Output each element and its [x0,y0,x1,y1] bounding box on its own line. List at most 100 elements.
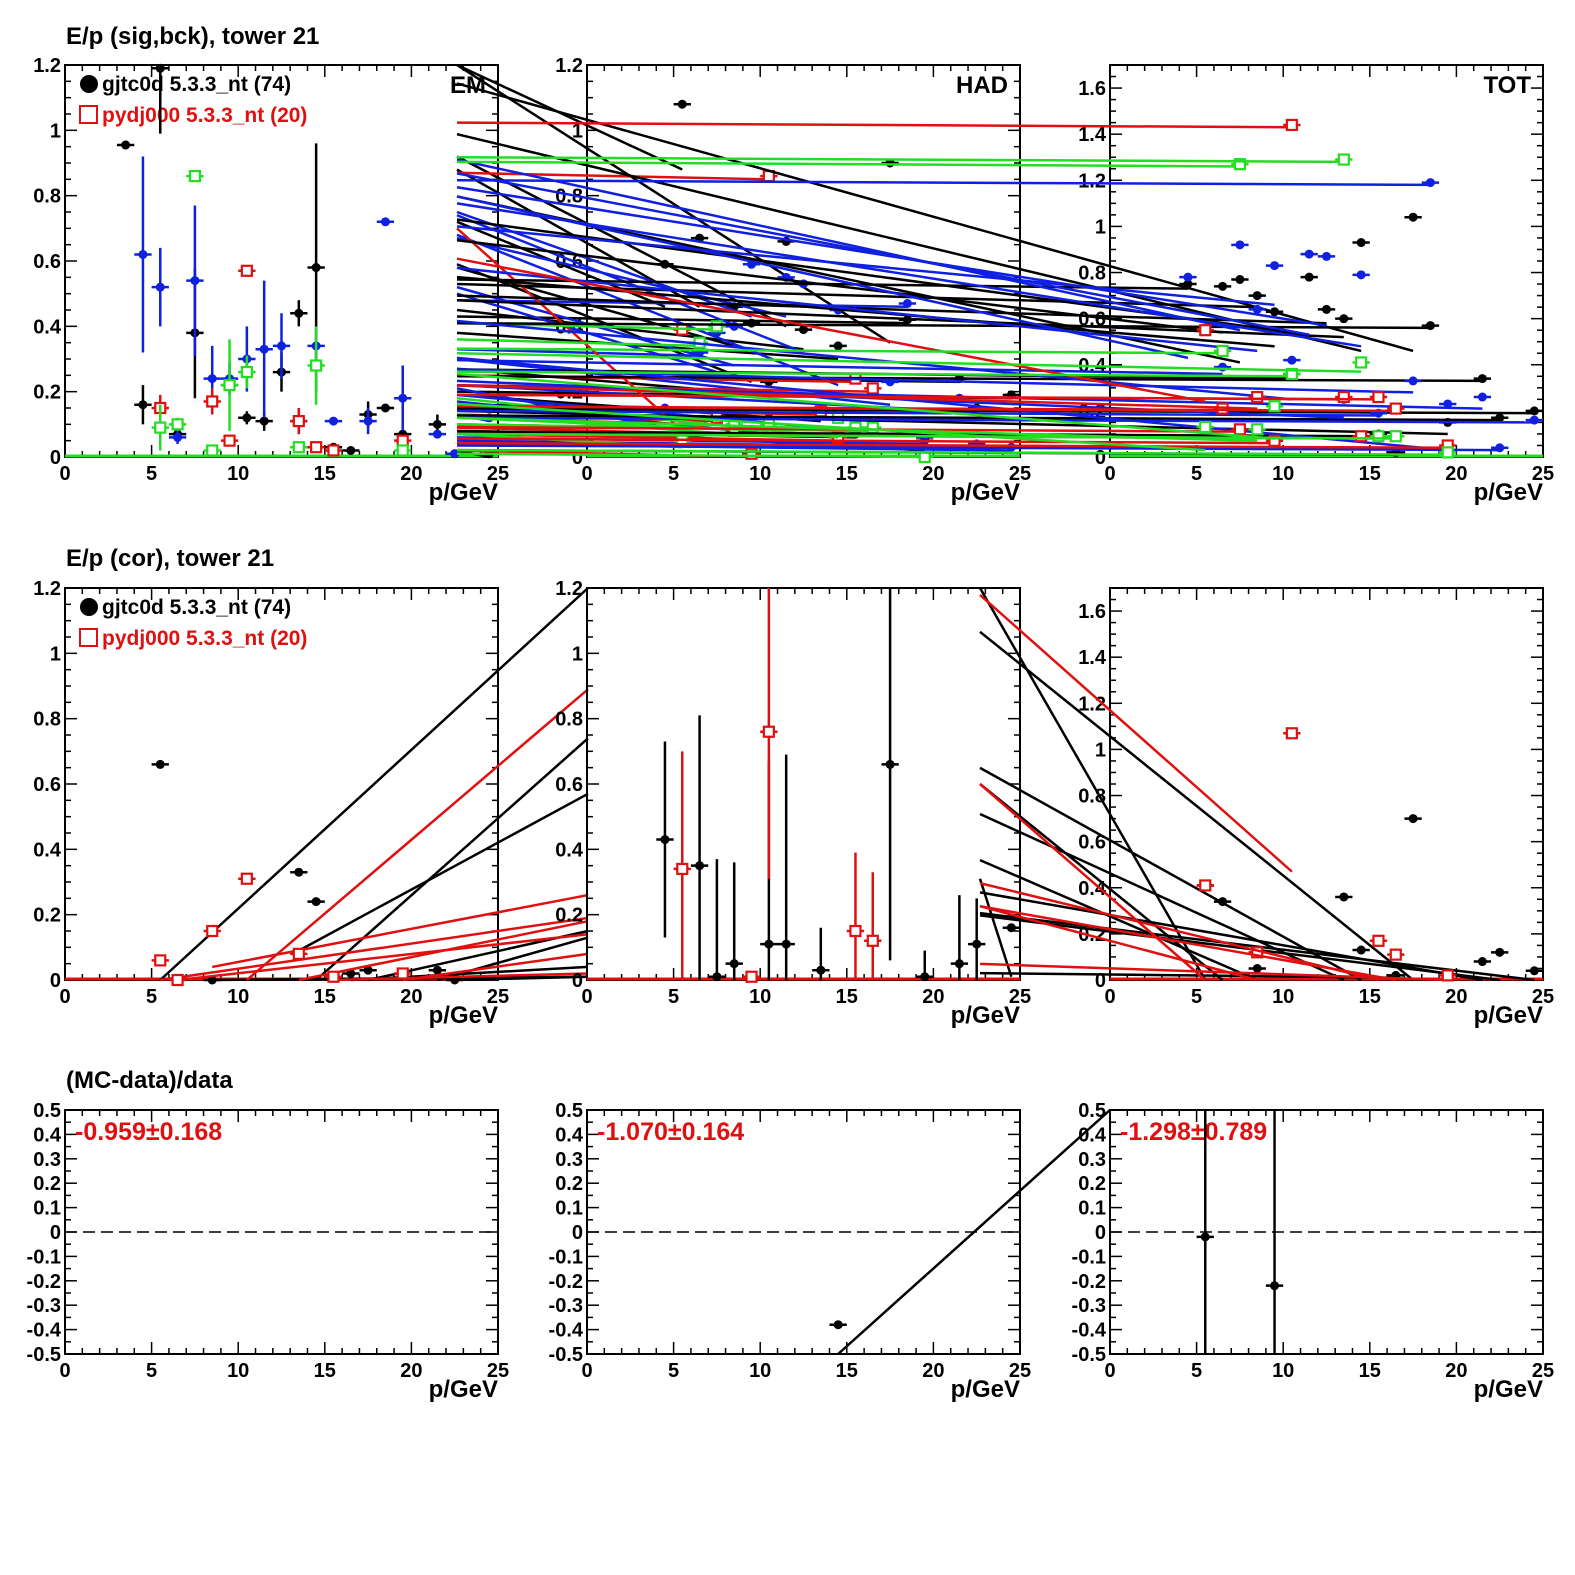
ratio-label: -1.070±0.164 [597,1118,744,1146]
error-bar [456,298,1344,339]
x-tick-label: 25 [1009,986,1031,1008]
error-bar [246,688,589,981]
point-marker [121,140,131,150]
error-bar [456,358,1223,376]
y-tick-label: 0.4 [33,839,62,861]
y-tick-label: 0.2 [555,1173,583,1195]
x-axis-label: p/GeV [429,1376,498,1403]
point-marker [1339,892,1349,902]
x-tick-label: 15 [836,463,858,485]
data-point-black [342,445,360,455]
error-bar [456,370,1292,378]
point-marker [1252,291,1262,301]
point-marker [745,447,758,460]
error-bar [456,63,891,344]
point-marker [816,965,826,975]
point-marker [1216,344,1229,358]
y-tick-label: 0.2 [555,905,583,927]
y-tick-label: 0.3 [555,1149,583,1171]
point-marker [676,862,689,876]
point-marker [710,320,724,333]
error-bar [159,587,589,981]
error-bar [456,444,1500,452]
y-tick-label: -0.2 [549,1271,583,1293]
y-tick-label: 0.5 [555,1100,583,1122]
panel-label: HAD [956,72,1008,99]
y-tick-label: -0.2 [27,1271,61,1293]
point-marker [1355,356,1368,369]
point-marker [1529,415,1539,425]
point-marker [346,445,356,455]
y-tick-label: -0.2 [1072,1271,1106,1293]
data-point-black [290,792,589,952]
point-marker [1372,430,1385,443]
x-tick-label: 25 [487,463,509,485]
error-bar [456,202,1362,348]
legend-marker-mc [79,105,98,124]
x-axis-label: p/GeV [1474,479,1543,506]
point-marker [1441,969,1454,982]
error-bar [456,160,1240,168]
error-bar [837,1109,1111,1355]
point-marker [1356,270,1366,280]
data-point-black [116,140,135,150]
point-marker [677,99,687,109]
error-bar [456,225,1275,307]
point-marker [240,872,253,885]
error-bar [454,975,589,982]
point-marker [954,959,964,969]
data-point-blue [134,156,152,353]
data-point-red [846,852,865,980]
ratio-label: -1.298±0.789 [1120,1118,1267,1146]
data-point-black [456,63,691,171]
y-tick-label: 0.8 [555,709,583,731]
data-point-black [829,1109,1111,1355]
data-point-black [725,862,743,980]
chart-panel-3: 051015202500.20.40.60.811.21.41.6p/GeVTO… [456,64,1554,506]
y-tick-label: 1.2 [555,55,583,77]
x-tick-label: 15 [1359,463,1381,485]
point-marker [1425,321,1435,331]
legend-marker-data [80,75,98,93]
point-marker [346,968,356,978]
data-point-red [979,905,1266,982]
error-bar [979,914,1500,982]
error-bar [456,452,925,459]
y-tick-label: 1 [50,120,61,142]
data-point-green [203,444,221,457]
point-marker [155,63,165,73]
data-point-black [1196,1110,1214,1354]
error-bar [978,587,1207,981]
y-tick-label: 1.4 [1078,124,1107,146]
error-bar [979,783,1207,981]
x-tick-label: 20 [1445,986,1467,1008]
error-bar [456,437,1275,445]
data-point-red [864,872,882,980]
data-point-red [290,919,589,982]
x-tick-label: 15 [836,1360,858,1382]
error-bar [160,916,589,982]
y-tick-label: 1.2 [1078,693,1106,715]
point-marker [1199,420,1212,434]
x-axis-label: p/GeV [1474,1002,1543,1029]
error-bar [456,405,1396,413]
x-tick-label: 5 [1191,1360,1202,1382]
data-point-black [134,385,152,425]
data-point-black [979,858,1266,982]
error-bar [456,416,1535,424]
point-marker [1233,158,1247,171]
data-point-green [456,153,1353,166]
y-tick-label: -0.3 [27,1295,61,1317]
x-tick-label: 10 [227,463,249,485]
error-bar [979,858,1258,982]
point-marker [1389,402,1402,415]
y-tick-label: 1.2 [33,55,61,77]
point-marker [1495,947,1505,957]
point-marker [259,344,269,354]
x-tick-label: 25 [1532,986,1554,1008]
point-marker [432,419,442,429]
x-tick-label: 25 [1532,1360,1554,1382]
data-point-green [168,417,187,431]
x-tick-label: 5 [146,986,157,1008]
point-marker [171,418,184,431]
